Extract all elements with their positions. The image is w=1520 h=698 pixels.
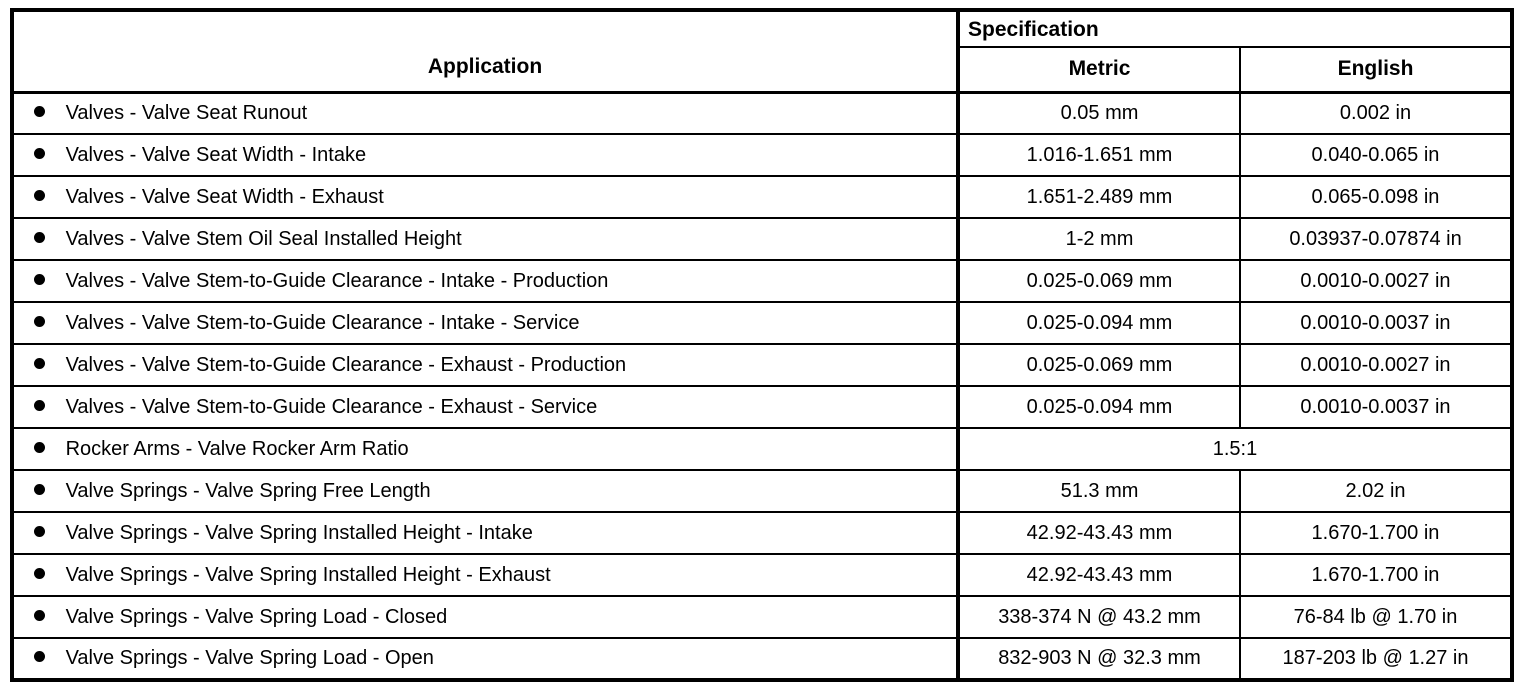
- metric-value: 1.016-1.651 mm: [957, 133, 1241, 177]
- application-label: Valves - Valve Stem-to-Guide Clearance -…: [65, 269, 609, 292]
- specification-column-header: Specification: [957, 9, 1513, 48]
- metric-value: 0.025-0.069 mm: [957, 259, 1241, 303]
- bullet-icon: [34, 105, 45, 117]
- application-cell: Valves - Valve Stem-to-Guide Clearance -…: [11, 301, 960, 345]
- application-cell: Valves - Valve Stem Oil Seal Installed H…: [11, 217, 960, 261]
- combined-value: 1.5:1: [957, 427, 1513, 471]
- english-value: 1.670-1.700 in: [1239, 553, 1513, 597]
- header-row-units: Metric English: [12, 46, 1513, 94]
- bullet-icon: [34, 189, 45, 201]
- table-body: Valves - Valve Seat Runout 0.05 mm 0.002…: [11, 91, 1513, 681]
- english-value: 0.065-0.098 in: [1239, 175, 1513, 219]
- application-label: Valve Springs - Valve Spring Installed H…: [65, 521, 533, 544]
- application-cell: Valve Springs - Valve Spring Load - Open: [11, 637, 960, 681]
- metric-value: 832-903 N @ 32.3 mm: [957, 637, 1241, 681]
- bullet-icon: [34, 231, 45, 243]
- metric-value: 1.651-2.489 mm: [957, 175, 1241, 219]
- application-label: Valve Springs - Valve Spring Load - Open: [65, 647, 434, 669]
- table-row: Valves - Valve Stem-to-Guide Clearance -…: [11, 301, 1513, 345]
- application-label: Valves - Valve Seat Width - Exhaust: [65, 185, 384, 208]
- table-row: Valves - Valve Stem-to-Guide Clearance -…: [11, 343, 1513, 387]
- metric-value: 0.025-0.094 mm: [957, 385, 1241, 429]
- metric-column-header: Metric: [957, 46, 1241, 94]
- english-value: 1.670-1.700 in: [1239, 511, 1513, 555]
- table-row: Valves - Valve Stem-to-Guide Clearance -…: [11, 259, 1513, 303]
- application-cell: Valve Springs - Valve Spring Free Length: [11, 469, 960, 513]
- application-cell: Valve Springs - Valve Spring Installed H…: [11, 553, 960, 597]
- application-cell: Valves - Valve Stem-to-Guide Clearance -…: [11, 343, 960, 387]
- metric-value: 0.025-0.069 mm: [957, 343, 1241, 387]
- bullet-icon: [34, 399, 45, 411]
- application-cell: Valves - Valve Seat Width - Exhaust: [11, 175, 960, 219]
- bullet-icon: [34, 357, 45, 369]
- metric-value: 0.025-0.094 mm: [957, 301, 1241, 345]
- header-row-specification: Application Specification: [11, 9, 1513, 94]
- bullet-icon: [34, 441, 45, 453]
- english-value: 0.0010-0.0027 in: [1239, 259, 1513, 303]
- english-value: 0.03937-0.07874 in: [1239, 217, 1513, 261]
- table-row: Valve Springs - Valve Spring Load - Open…: [11, 637, 1513, 681]
- english-value: 2.02 in: [1239, 469, 1513, 513]
- english-column-header: English: [1239, 46, 1513, 94]
- bullet-icon: [34, 483, 45, 495]
- application-column-header: Application: [11, 9, 960, 94]
- english-value: 0.002 in: [1239, 91, 1513, 135]
- application-cell: Valve Springs - Valve Spring Installed H…: [11, 511, 960, 555]
- application-label: Valves - Valve Seat Runout: [65, 101, 308, 124]
- bullet-icon: [34, 651, 45, 663]
- metric-value: 338-374 N @ 43.2 mm: [957, 595, 1241, 639]
- bullet-icon: [34, 315, 45, 327]
- english-value: 0.0010-0.0037 in: [1239, 301, 1513, 345]
- table-row: Valve Springs - Valve Spring Installed H…: [11, 511, 1513, 555]
- table-row: Valve Springs - Valve Spring Load - Clos…: [11, 595, 1513, 639]
- specification-table: Application Specification Metric English…: [10, 8, 1514, 682]
- table-row: Rocker Arms - Valve Rocker Arm Ratio 1.5…: [11, 427, 1513, 471]
- table-row: Valves - Valve Seat Width - Exhaust 1.65…: [11, 175, 1513, 219]
- bullet-icon: [34, 147, 45, 159]
- metric-value: 1-2 mm: [957, 217, 1241, 261]
- application-label: Valve Springs - Valve Spring Free Length: [65, 479, 431, 502]
- application-label: Rocker Arms - Valve Rocker Arm Ratio: [65, 437, 409, 460]
- application-label: Valve Springs - Valve Spring Load - Clos…: [65, 605, 448, 628]
- english-value: 0.040-0.065 in: [1239, 133, 1513, 177]
- table-row: Valves - Valve Seat Runout 0.05 mm 0.002…: [11, 91, 1513, 135]
- metric-value: 51.3 mm: [957, 469, 1241, 513]
- bullet-icon: [34, 609, 45, 621]
- application-label: Valves - Valve Stem-to-Guide Clearance -…: [65, 395, 598, 418]
- english-value: 187-203 lb @ 1.27 in: [1239, 637, 1513, 681]
- metric-value: 0.05 mm: [957, 91, 1241, 135]
- application-label: Valve Springs - Valve Spring Installed H…: [65, 563, 551, 586]
- metric-value: 42.92-43.43 mm: [957, 511, 1241, 555]
- application-cell: Valves - Valve Seat Width - Intake: [11, 133, 960, 177]
- bullet-icon: [34, 525, 45, 537]
- english-value: 76-84 lb @ 1.70 in: [1239, 595, 1513, 639]
- english-value: 0.0010-0.0027 in: [1239, 343, 1513, 387]
- application-label: Valves - Valve Seat Width - Intake: [65, 143, 367, 166]
- table-row: Valves - Valve Stem-to-Guide Clearance -…: [11, 385, 1513, 429]
- application-label: Valves - Valve Stem-to-Guide Clearance -…: [65, 311, 580, 334]
- application-label: Valves - Valve Stem-to-Guide Clearance -…: [65, 353, 627, 376]
- application-label: Valves - Valve Stem Oil Seal Installed H…: [65, 227, 462, 250]
- table-row: Valve Springs - Valve Spring Installed H…: [11, 553, 1513, 597]
- bullet-icon: [34, 567, 45, 579]
- application-cell: Valves - Valve Seat Runout: [11, 91, 960, 135]
- application-cell: Rocker Arms - Valve Rocker Arm Ratio: [11, 427, 960, 471]
- table-row: Valves - Valve Seat Width - Intake 1.016…: [11, 133, 1513, 177]
- metric-value: 42.92-43.43 mm: [957, 553, 1241, 597]
- english-value: 0.0010-0.0037 in: [1239, 385, 1513, 429]
- application-cell: Valves - Valve Stem-to-Guide Clearance -…: [11, 385, 960, 429]
- table-row: Valves - Valve Stem Oil Seal Installed H…: [11, 217, 1513, 261]
- table-header: Application Specification Metric English: [11, 9, 1513, 94]
- application-cell: Valves - Valve Stem-to-Guide Clearance -…: [11, 259, 960, 303]
- application-cell: Valve Springs - Valve Spring Load - Clos…: [11, 595, 960, 639]
- table-row: Valve Springs - Valve Spring Free Length…: [11, 469, 1513, 513]
- bullet-icon: [34, 273, 45, 285]
